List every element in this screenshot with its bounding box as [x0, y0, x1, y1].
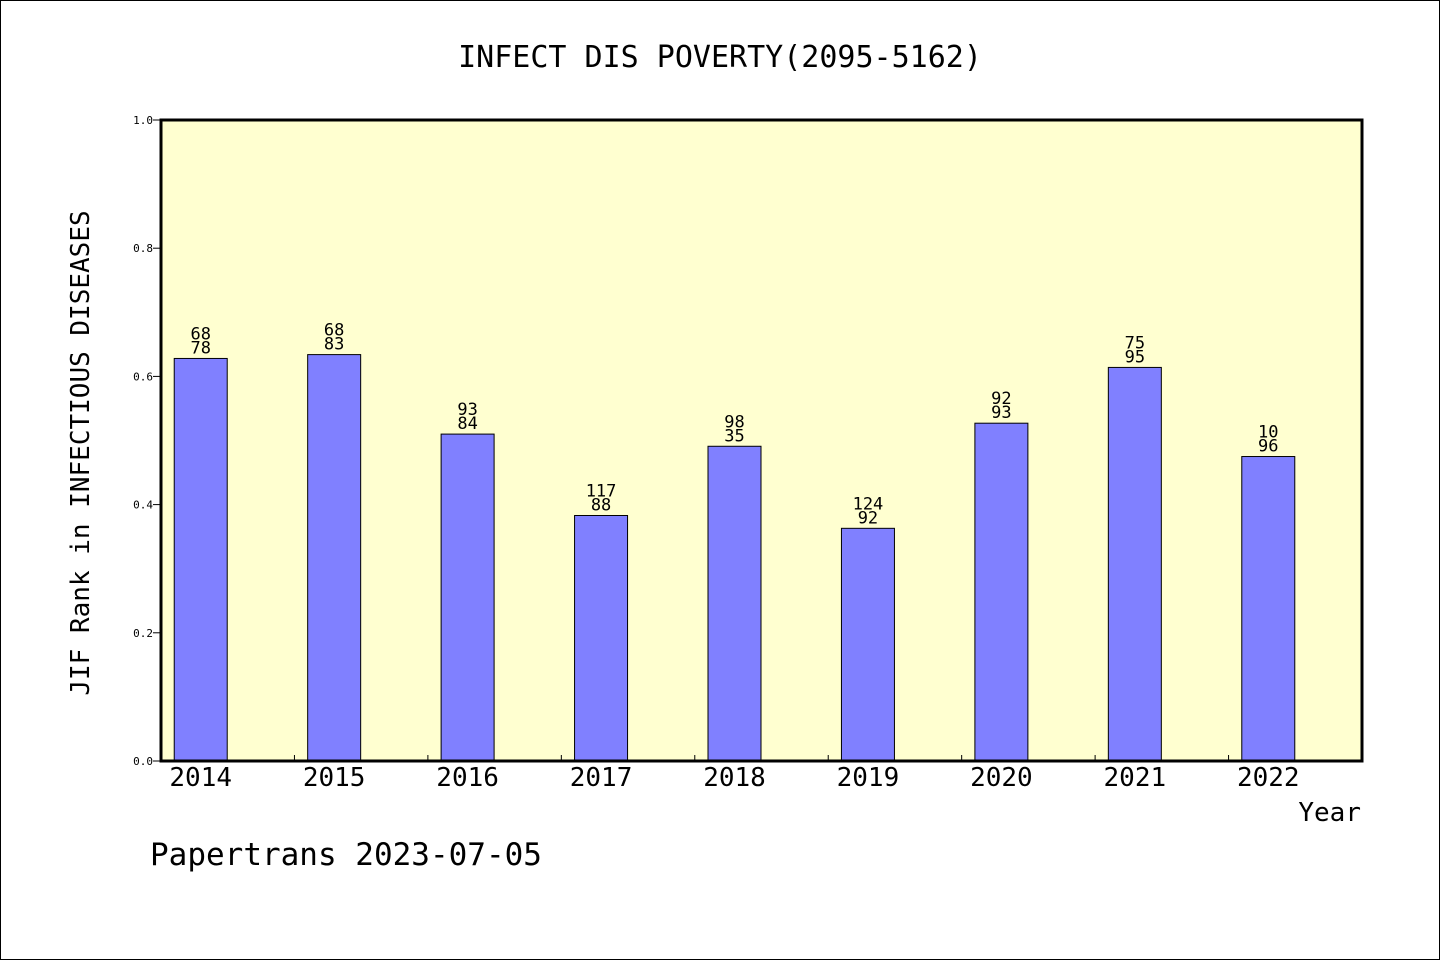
bar-2015	[307, 354, 362, 762]
y-tick-label: 0.0	[133, 755, 153, 768]
data-label-bottom: 78	[190, 338, 210, 358]
data-label-top: 92	[991, 389, 1011, 409]
y-tick-label: 0.4	[133, 499, 153, 512]
x-tick-label: 2022	[1237, 763, 1300, 793]
data-label-top: 68	[190, 324, 210, 344]
x-tick-label: 2020	[970, 763, 1033, 793]
bar-2018	[707, 445, 762, 762]
bar-2016	[440, 433, 495, 762]
data-label-top: 98	[724, 412, 744, 432]
x-tick-label: 2017	[570, 763, 633, 793]
x-tick-label: 2015	[303, 763, 366, 793]
data-label-top: 117	[586, 481, 617, 501]
x-tick-label: 2018	[703, 763, 766, 793]
bar-2022	[1241, 456, 1296, 762]
data-label-bottom: 35	[724, 426, 744, 446]
data-label-bottom: 88	[591, 495, 611, 515]
data-label-bottom: 95	[1125, 347, 1145, 367]
bar-2020	[974, 422, 1029, 762]
data-label-bottom: 92	[858, 508, 878, 528]
x-tick-label: 2019	[837, 763, 900, 793]
data-label-top: 124	[853, 494, 884, 514]
y-tick-label: 1.0	[133, 114, 153, 127]
x-tick-label: 2021	[1104, 763, 1167, 793]
y-tick-label: 0.6	[133, 370, 153, 383]
data-label-top: 75	[1125, 333, 1145, 353]
bar-2017	[574, 514, 629, 762]
chart-title: INFECT DIS POVERTY(2095-5162)	[458, 40, 982, 75]
x-tick-label: 2014	[169, 763, 232, 793]
y-axis-label: JIF Rank in INFECTIOUS DISEASES	[66, 210, 96, 695]
bar-2021	[1107, 366, 1162, 762]
bar-2014	[173, 357, 228, 762]
x-tick-label: 2016	[436, 763, 499, 793]
data-label-top: 68	[324, 321, 344, 341]
data-label-bottom: 83	[324, 335, 344, 355]
data-label-bottom: 84	[457, 414, 477, 434]
footer-credit: Papertrans 2023-07-05	[150, 837, 542, 873]
ticks-layer: 0.0 0.2 0.4 0.6 0.8 1.0 2014 2015 2016 2017 2018 20…	[133, 114, 1299, 793]
y-tick-label: 0.8	[133, 242, 153, 255]
plot-border	[159, 118, 1364, 763]
bar-2019	[840, 527, 895, 762]
data-label-bottom: 96	[1258, 437, 1278, 457]
data-label-top: 10	[1258, 423, 1278, 443]
x-axis-label: Year	[1298, 798, 1361, 828]
bars-layer	[173, 354, 1296, 762]
data-label-bottom: 93	[991, 403, 1011, 423]
y-tick-label: 0.2	[133, 627, 153, 640]
data-label-top: 93	[457, 400, 477, 420]
